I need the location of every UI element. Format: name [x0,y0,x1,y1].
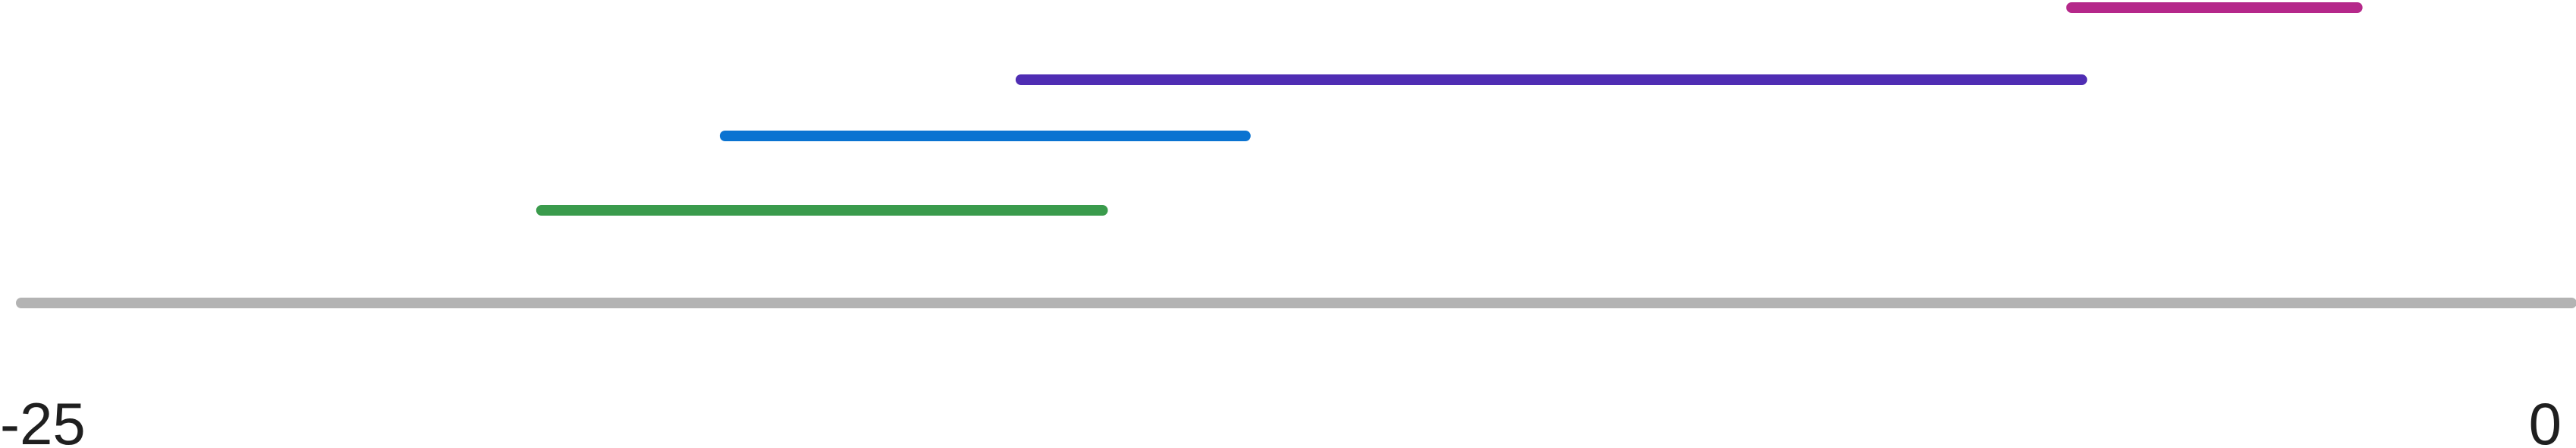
range-bars [536,2,2363,216]
x-tick-label-left: -25 [0,390,86,448]
x-tick-label-right: 0 [2529,390,2562,448]
